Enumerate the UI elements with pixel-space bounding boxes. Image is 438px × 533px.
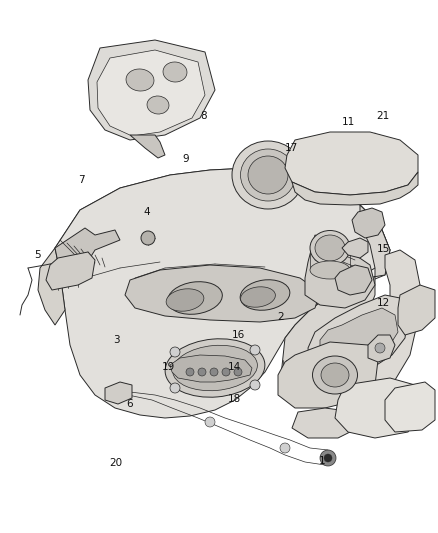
Circle shape: [198, 368, 206, 376]
Polygon shape: [342, 238, 368, 258]
Polygon shape: [105, 382, 132, 404]
Polygon shape: [292, 408, 358, 438]
Text: 19: 19: [162, 362, 175, 372]
Circle shape: [250, 345, 260, 355]
Polygon shape: [368, 335, 395, 362]
Text: 14: 14: [228, 362, 241, 372]
Text: 3: 3: [113, 335, 120, 345]
Polygon shape: [88, 40, 215, 140]
Circle shape: [205, 417, 215, 427]
Polygon shape: [97, 50, 205, 136]
Polygon shape: [55, 168, 390, 418]
Ellipse shape: [163, 62, 187, 82]
Polygon shape: [308, 295, 408, 375]
Ellipse shape: [232, 141, 304, 209]
Circle shape: [170, 347, 180, 357]
Polygon shape: [352, 208, 385, 238]
Ellipse shape: [310, 230, 350, 265]
Ellipse shape: [165, 339, 265, 397]
Polygon shape: [280, 205, 390, 385]
Circle shape: [250, 380, 260, 390]
Polygon shape: [170, 355, 252, 382]
Polygon shape: [358, 250, 420, 395]
Circle shape: [280, 443, 290, 453]
Text: 21: 21: [377, 111, 390, 121]
Polygon shape: [55, 228, 120, 272]
Ellipse shape: [321, 363, 349, 387]
Ellipse shape: [240, 280, 290, 310]
Circle shape: [186, 368, 194, 376]
Polygon shape: [46, 252, 95, 290]
Text: 1: 1: [318, 456, 325, 466]
Text: 6: 6: [126, 399, 133, 409]
Circle shape: [320, 450, 336, 466]
Ellipse shape: [315, 235, 345, 261]
Text: 2: 2: [277, 312, 284, 322]
Ellipse shape: [168, 282, 223, 314]
Circle shape: [375, 343, 385, 353]
Text: 5: 5: [34, 250, 41, 260]
Circle shape: [324, 454, 332, 462]
Polygon shape: [285, 132, 418, 195]
Polygon shape: [335, 378, 418, 438]
Ellipse shape: [312, 356, 357, 394]
Text: 18: 18: [228, 394, 241, 403]
Polygon shape: [130, 135, 165, 158]
Circle shape: [222, 368, 230, 376]
Ellipse shape: [310, 261, 350, 279]
Text: 12: 12: [377, 298, 390, 308]
Polygon shape: [385, 382, 435, 432]
Text: 11: 11: [342, 117, 355, 126]
Polygon shape: [125, 265, 320, 322]
Ellipse shape: [240, 287, 276, 307]
Ellipse shape: [248, 156, 288, 194]
Text: 15: 15: [377, 245, 390, 254]
Polygon shape: [335, 265, 372, 295]
Polygon shape: [305, 235, 375, 308]
Polygon shape: [320, 308, 398, 366]
Circle shape: [170, 383, 180, 393]
Circle shape: [210, 368, 218, 376]
Ellipse shape: [240, 149, 296, 201]
Text: 17: 17: [285, 143, 298, 153]
Ellipse shape: [173, 345, 258, 391]
Ellipse shape: [166, 289, 204, 311]
Polygon shape: [38, 248, 65, 325]
Polygon shape: [292, 172, 418, 205]
Polygon shape: [398, 285, 435, 335]
Text: 9: 9: [183, 154, 190, 164]
Text: 20: 20: [110, 458, 123, 467]
Text: 8: 8: [200, 111, 207, 121]
Text: 7: 7: [78, 175, 85, 185]
Polygon shape: [55, 168, 390, 285]
Circle shape: [141, 231, 155, 245]
Text: 4: 4: [143, 207, 150, 217]
Ellipse shape: [147, 96, 169, 114]
Circle shape: [234, 368, 242, 376]
Polygon shape: [278, 342, 378, 408]
Text: 16: 16: [232, 330, 245, 340]
Ellipse shape: [126, 69, 154, 91]
